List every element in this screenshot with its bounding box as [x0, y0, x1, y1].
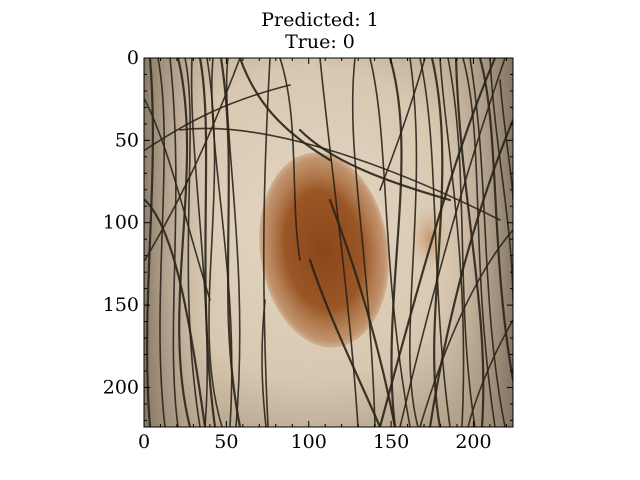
x-tick-label: 150 — [373, 431, 409, 453]
hair-strand — [419, 229, 513, 427]
hair-strand — [238, 58, 332, 162]
hair-strand — [225, 58, 241, 427]
hair-strand — [467, 319, 513, 427]
hair-strand — [179, 127, 501, 221]
hair-strand — [409, 58, 419, 427]
lesion-secondary-spot — [410, 206, 450, 270]
hair-strand — [388, 58, 403, 427]
hair-strand — [428, 118, 513, 427]
figure-title-predicted: Predicted: 1 — [261, 9, 379, 31]
hair-strand — [462, 58, 496, 427]
skin-image — [144, 58, 513, 427]
y-tick-label: 100 — [103, 212, 139, 234]
hair-strand — [489, 58, 513, 301]
hair-strand — [369, 58, 411, 427]
hair-strand — [351, 58, 376, 427]
hair-strand — [478, 58, 513, 382]
x-tick-label: 50 — [214, 431, 238, 453]
hair-strand — [379, 58, 426, 191]
lesion — [259, 152, 389, 348]
hair-strand — [198, 58, 217, 427]
y-tick-label: 50 — [115, 129, 139, 151]
hair-strand — [146, 58, 154, 427]
hair-strand — [184, 58, 201, 427]
hair-strand — [378, 58, 497, 427]
y-tick-label: 0 — [127, 47, 139, 69]
plot-frame — [143, 57, 514, 428]
hair-strand — [176, 58, 192, 427]
axes: 0 50 100 150 200 0 50 100 150 200 — [103, 47, 514, 453]
hair-strand — [263, 58, 271, 427]
y-tick-label: 200 — [103, 376, 139, 398]
hair-strand — [144, 84, 291, 151]
hair-strand — [399, 58, 506, 427]
y-tick-label: 150 — [103, 294, 139, 316]
hair-strand — [144, 198, 207, 427]
hair-strand — [419, 58, 451, 427]
hair-strand — [319, 58, 359, 427]
x-tick-label: 100 — [291, 431, 327, 453]
hair-strand — [190, 58, 209, 427]
hair-strands — [144, 58, 513, 427]
hair-strand — [144, 99, 211, 301]
figure-title-true: True: 0 — [285, 31, 355, 53]
hair-strand — [144, 58, 241, 261]
hair-strand — [298, 128, 452, 202]
hair-strand — [279, 58, 301, 261]
hair-strand — [447, 58, 476, 427]
hair-strand — [261, 299, 267, 427]
x-tick-label: 0 — [138, 431, 150, 453]
hair-strand — [308, 258, 382, 427]
x-tick-label: 200 — [455, 431, 491, 453]
